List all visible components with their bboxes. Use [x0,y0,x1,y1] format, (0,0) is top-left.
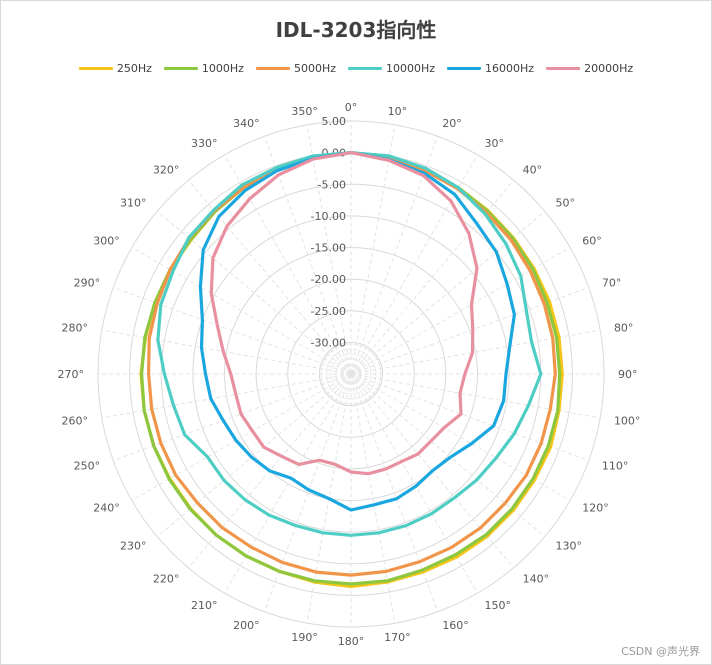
legend-swatch [348,66,382,70]
grid-spoke [350,124,396,375]
angle-tick-label: 270° [58,368,85,381]
chart-legend: 250Hz 1000Hz 5000Hz 10000Hz 16000Hz 2000… [0,60,712,76]
radial-tick-label: -25.00 [311,305,346,318]
legend-swatch [546,66,581,70]
angle-tick-label: 60° [582,235,602,248]
legend-label: 16000Hz [485,61,535,75]
legend-swatch [78,66,113,70]
grid-spoke [224,373,352,594]
angle-tick-label: 170° [384,631,411,644]
legend-label: 250Hz [116,61,152,75]
legend-item-16000hz: 16000Hz [447,60,534,76]
grid-spoke [306,124,352,375]
angle-tick-label: 330° [191,137,218,150]
grid-ring-inner [330,353,372,395]
angle-tick-label: 250° [74,459,101,472]
grid-spoke [350,373,478,594]
angle-tick-label: 40° [523,163,543,176]
legend-swatch [255,66,290,70]
angle-tick-label: 80° [614,322,634,335]
grid-spoke [350,247,571,375]
angle-tick-label: 140° [523,573,550,586]
angle-tick-label: 180° [338,635,365,648]
angle-tick-label: 200° [233,619,260,632]
angle-tick-label: 10° [388,105,408,118]
grid-ring-inner [345,368,357,380]
legend-swatch [447,66,482,70]
angle-tick-label: 160° [442,619,469,632]
radial-tick-label: -20.00 [311,273,346,286]
angle-tick-label: 130° [556,540,583,553]
series-line-10000Hz [156,151,543,537]
angle-tick-label: 300° [93,235,120,248]
radial-tick-label: -10.00 [311,210,346,223]
legend-label: 10000Hz [386,61,436,75]
angle-tick-label: 260° [62,414,89,427]
angle-tick-label: 90° [618,368,638,381]
chart-title: IDL-3203指向性 [275,18,437,42]
angle-tick-label: 110° [602,459,629,472]
radial-tick-label: -15.00 [311,242,346,255]
angle-tick-label: 220° [153,573,180,586]
series-line-20000Hz [209,151,479,476]
angle-tick-label: 280° [62,322,89,335]
angle-tick-label: 50° [556,196,576,209]
legend-item-5000hz: 5000Hz [255,60,336,76]
grid-spoke [350,154,478,375]
legend-item-20000hz: 20000Hz [546,60,633,76]
legend-label: 20000Hz [584,61,634,75]
grid-spoke [131,247,352,375]
radial-tick-label: 5.00 [322,115,347,128]
angle-tick-label: 290° [74,277,101,290]
series-line-16000Hz [198,151,517,512]
angle-tick-label: 30° [485,137,505,150]
angle-tick-label: 210° [191,599,218,612]
legend-label: 5000Hz [293,61,336,75]
angle-tick-label: 340° [233,117,260,130]
grid-spoke [113,286,352,375]
angle-tick-label: 20° [442,117,462,130]
angle-tick-label: 310° [120,196,147,209]
legend-label: 1000Hz [201,61,244,75]
grid-ring [192,215,510,533]
legend-swatch [163,66,198,70]
radial-tick-label: -5.00 [318,178,346,191]
series-line-5000Hz [147,151,557,577]
grid-spoke [131,373,352,501]
angle-tick-label: 150° [485,599,512,612]
angle-tick-label: 350° [291,105,318,118]
angle-tick-label: 100° [614,414,641,427]
angle-tick-label: 320° [153,163,180,176]
angle-tick-label: 230° [120,540,147,553]
legend-item-250hz: 250Hz [78,60,152,76]
angle-tick-label: 0° [345,101,358,114]
radial-tick-label: -30.00 [311,336,346,349]
legend-item-10000hz: 10000Hz [348,60,435,76]
legend-item-1000hz: 1000Hz [163,60,244,76]
angle-tick-label: 70° [602,277,622,290]
angle-tick-label: 120° [582,502,609,515]
watermark-text: CSDN @声光界 [621,645,700,658]
angle-tick-label: 240° [93,502,120,515]
angle-tick-label: 190° [291,631,318,644]
